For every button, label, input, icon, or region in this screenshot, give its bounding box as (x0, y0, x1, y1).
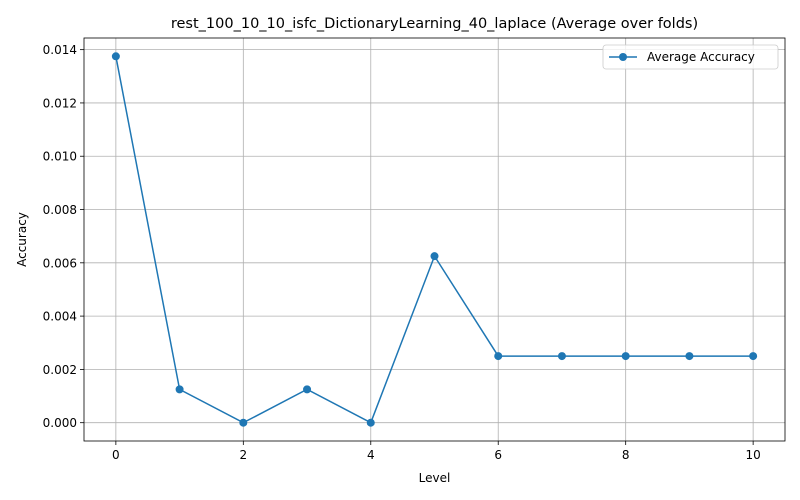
legend-marker-swatch (619, 53, 627, 61)
y-axis-label: Accuracy (15, 212, 29, 267)
y-tick-label: 0.002 (43, 363, 77, 377)
data-point (175, 385, 184, 394)
y-tick-label: 0.004 (43, 310, 77, 324)
x-tick-label: 8 (622, 448, 630, 462)
x-tick-label: 6 (494, 448, 502, 462)
data-point (239, 418, 248, 427)
x-tick-label: 4 (367, 448, 375, 462)
series-line (115, 56, 754, 424)
data-point (494, 352, 503, 361)
x-tick-label: 2 (239, 448, 247, 462)
x-tick-label: 10 (745, 448, 760, 462)
y-tick-label: 0.014 (43, 43, 77, 57)
data-point (303, 385, 312, 394)
data-point (430, 252, 439, 261)
data-point (621, 352, 630, 361)
x-axis-label: Level (419, 471, 451, 485)
axis-ticks: 0 2 4 6 8 10 0.000 0.002 0.004 0.006 0.008 0.010 0.0… (43, 43, 761, 462)
y-tick-label: 0.008 (43, 203, 77, 217)
legend: Average Accuracy (602, 44, 779, 70)
legend-label: Average Accuracy (647, 50, 755, 64)
y-tick-label: 0.012 (43, 96, 77, 110)
x-tick-label: 0 (112, 448, 120, 462)
data-point (557, 352, 566, 361)
y-tick-label: 0.010 (43, 150, 77, 164)
y-tick-label: 0.006 (43, 256, 77, 270)
y-tick-label: 0.000 (43, 416, 77, 430)
data-point (111, 52, 120, 61)
data-point (749, 352, 758, 361)
data-point (685, 352, 694, 361)
plot-frame (83, 37, 786, 442)
series-layer (111, 52, 758, 427)
data-point (366, 418, 375, 427)
chart-title: rest_100_10_10_isfc_DictionaryLearning_4… (171, 16, 698, 32)
grid-lines (84, 38, 785, 441)
legend-box (602, 44, 779, 70)
